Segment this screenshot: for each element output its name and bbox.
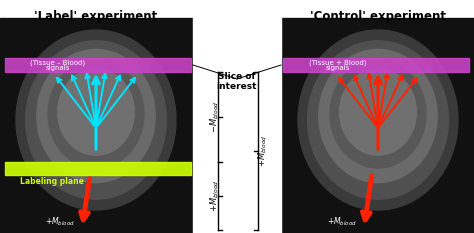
Bar (5, 58, 191, 72)
Text: Labeling plane: Labeling plane (20, 177, 84, 186)
Text: signals: signals (46, 65, 70, 71)
Bar (283, 58, 469, 72)
Text: $+M_{blood}$: $+M_{blood}$ (257, 135, 269, 167)
Text: $+M_{blood}$: $+M_{blood}$ (209, 180, 221, 212)
Text: $+M_{blood}$: $+M_{blood}$ (327, 216, 357, 228)
Ellipse shape (308, 41, 448, 199)
Ellipse shape (58, 69, 135, 155)
Text: signals: signals (326, 65, 350, 71)
Ellipse shape (298, 30, 458, 210)
Text: Slice of
interest: Slice of interest (217, 72, 257, 91)
Text: 'Label' experiment: 'Label' experiment (35, 10, 158, 23)
Bar (5, 162, 191, 175)
Bar (193, 0, 281, 233)
Ellipse shape (16, 30, 176, 210)
Bar (0, 18, 193, 233)
Ellipse shape (26, 41, 166, 199)
Text: 'Control' experiment: 'Control' experiment (310, 10, 446, 23)
Ellipse shape (48, 60, 144, 168)
Ellipse shape (319, 49, 437, 183)
Text: (Tissue – Blood): (Tissue – Blood) (30, 59, 86, 65)
Text: $-M_{blood}$: $-M_{blood}$ (209, 101, 221, 133)
Bar (281, 18, 474, 233)
Text: (Tissue + Blood): (Tissue + Blood) (309, 59, 367, 65)
Ellipse shape (330, 60, 426, 168)
Ellipse shape (37, 49, 155, 183)
Ellipse shape (339, 69, 416, 155)
Text: $+M_{blood}$: $+M_{blood}$ (45, 216, 75, 228)
